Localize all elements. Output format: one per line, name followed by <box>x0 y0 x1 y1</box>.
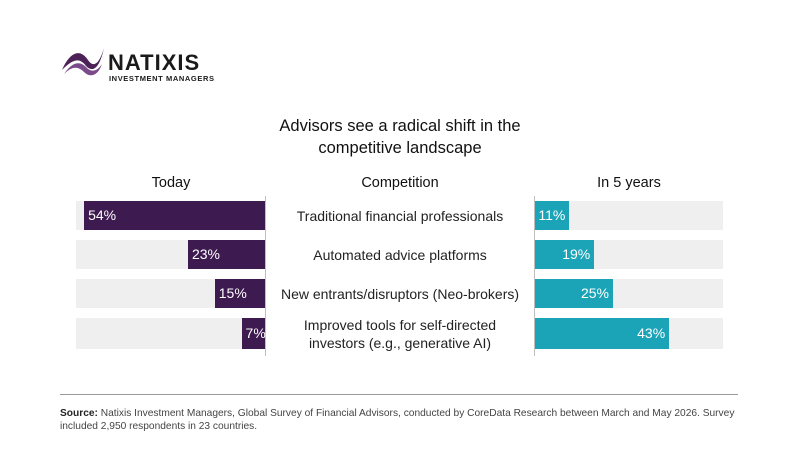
category-label: Automated advice platforms <box>265 240 535 269</box>
bar-in-5-years: 11% <box>535 201 570 230</box>
band-today <box>76 318 265 349</box>
category-label-text: New entrants/disruptors (Neo-brokers) <box>281 285 519 303</box>
bar-today: 54% <box>84 201 265 230</box>
category-label-text: Improved tools for self-directed investor… <box>304 316 496 352</box>
source-note: Source: Natixis Investment Managers, Glo… <box>60 407 750 433</box>
bar-label-today: 23% <box>191 246 220 262</box>
chart-title-line-1: Advisors see a radical shift in the <box>279 117 521 135</box>
chart-title: Advisors see a radical shift in the comp… <box>200 115 600 159</box>
right-divider <box>534 196 535 356</box>
bar-in-5-years: 43% <box>535 318 670 349</box>
column-header-today: Today <box>151 175 191 191</box>
bar-label-today: 7% <box>245 325 266 341</box>
left-divider <box>265 196 266 356</box>
bar-label-in-5-years: 11% <box>538 207 566 223</box>
bar-label-today: 15% <box>218 285 247 301</box>
bar-today: 23% <box>187 240 265 269</box>
natixis-logo: NATIXIS INVESTMENT MANAGERS <box>60 44 230 84</box>
bar-label-today: 54% <box>88 207 117 223</box>
source-text: Natixis Investment Managers, Global Surv… <box>60 408 735 432</box>
category-label-text: Automated advice platforms <box>313 246 487 264</box>
category-label-line: Traditional financial professionals <box>296 207 504 224</box>
category-label-line: investors (e.g., generative AI) <box>308 334 492 351</box>
category-label-line: New entrants/disruptors (Neo-brokers) <box>280 285 520 302</box>
bar-label-in-5-years: 19% <box>562 246 591 262</box>
chart-title-line-2: competitive landscape <box>318 139 482 157</box>
category-label-text: Traditional financial professionals <box>297 207 503 225</box>
column-header-competition: Competition <box>361 175 439 191</box>
bar-in-5-years: 25% <box>535 279 613 308</box>
bar-today: 15% <box>214 279 265 308</box>
category-label-line: Improved tools for self-directed <box>303 316 497 333</box>
category-label-line: Automated advice platforms <box>313 246 487 263</box>
brand-name: NATIXIS <box>108 50 201 75</box>
footer-rule <box>60 394 738 395</box>
source-label: Source: <box>60 408 98 419</box>
bar-in-5-years: 19% <box>535 240 595 269</box>
category-label: Traditional financial professionals <box>265 201 535 230</box>
category-label: New entrants/disruptors (Neo-brokers) <box>265 279 535 308</box>
natixis-swoosh-icon <box>62 48 104 76</box>
bar-label-in-5-years: 25% <box>580 285 609 301</box>
brand-subtitle: INVESTMENT MANAGERS <box>109 74 215 83</box>
category-label: Improved tools for self-directed investor… <box>265 312 535 355</box>
column-header-in-5-years: In 5 years <box>597 175 661 191</box>
bar-today: 7% <box>241 318 266 349</box>
bar-label-in-5-years: 43% <box>637 325 666 341</box>
